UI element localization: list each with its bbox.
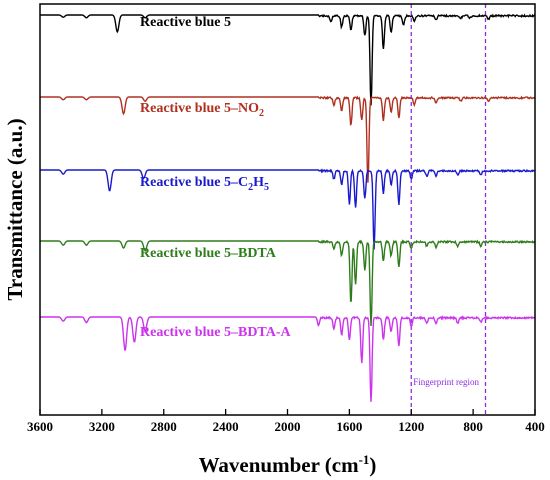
spectrum-line-1 — [40, 13, 536, 106]
x-axis-title-end: ) — [369, 453, 376, 477]
series-label-4: Reactive blue 5–BDTA — [140, 246, 277, 261]
spectrum-line-4 — [40, 239, 536, 327]
x-axis-title-superscript: -1 — [359, 452, 370, 467]
y-axis-title: Transmittance (a.u.) — [3, 118, 27, 300]
series-label-2: Reactive blue 5–NO2 — [140, 101, 264, 119]
series-label-part: H — [253, 175, 264, 190]
spectrum-line-5 — [40, 315, 536, 402]
x-tick-label: 2400 — [213, 419, 239, 434]
plot-frame — [39, 3, 536, 416]
series-label-5: Reactive blue 5–BDTA-A — [140, 325, 291, 340]
series-label-part: 2 — [248, 182, 253, 193]
series-label-part: Reactive blue 5–BDTA — [140, 246, 277, 261]
series-label-part: Reactive blue 5–NO — [140, 101, 259, 116]
series-label-part: Reactive blue 5–BDTA-A — [140, 325, 291, 340]
x-tick-label: 800 — [463, 419, 483, 434]
fingerprint-region-annotation: Fingerprint region — [410, 4, 487, 415]
fingerprint-region-label: Fingerprint region — [413, 377, 479, 387]
x-axis-title-main: Wavenumber (cm — [199, 453, 360, 477]
spectrum-line-2 — [40, 95, 536, 183]
x-tick-label: 1200 — [398, 419, 424, 434]
x-axis-title: Wavenumber (cm-1) — [199, 452, 377, 477]
x-tick-label: 2800 — [151, 419, 177, 434]
series-label-part: 5 — [264, 182, 269, 193]
series-label-3: Reactive blue 5–C2H5 — [140, 175, 269, 193]
x-tick-label: 400 — [525, 419, 545, 434]
series-label-1: Reactive blue 5 — [140, 15, 231, 30]
x-tick-label: 2000 — [275, 419, 301, 434]
x-axis-ticks: 3600 3200 2800 2400 2000 1600 1200 800 400 — [27, 409, 545, 434]
spectrum-line-3 — [40, 168, 536, 250]
series-label-part: 2 — [259, 108, 264, 119]
series-label-part: Reactive blue 5 — [140, 15, 231, 30]
x-tick-label: 3200 — [89, 419, 115, 434]
series-label-part: Reactive blue 5–C — [140, 175, 248, 190]
x-tick-label: 3600 — [27, 419, 53, 434]
x-tick-label: 1600 — [336, 419, 362, 434]
series-group — [40, 13, 536, 402]
